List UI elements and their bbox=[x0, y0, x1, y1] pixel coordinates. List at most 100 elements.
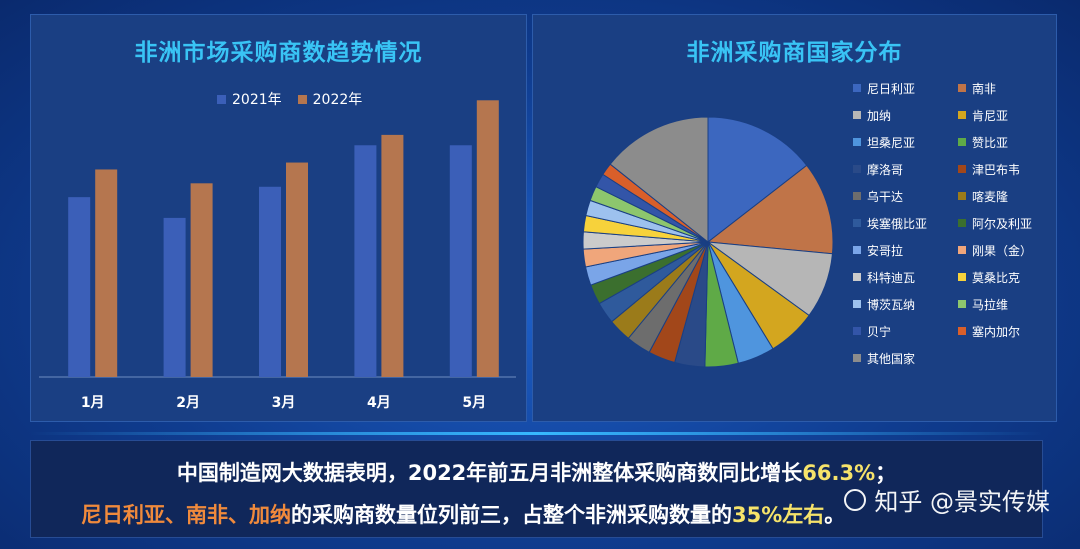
pie-legend-swatch bbox=[853, 165, 861, 173]
pie-legend-item: 莫桑比克 bbox=[958, 270, 1053, 285]
pie-legend-item: 马拉维 bbox=[958, 297, 1053, 312]
bar-2022-5 bbox=[476, 100, 499, 377]
pie-slice-1 bbox=[707, 116, 808, 244]
pie-chart-legend: 尼日利亚 南非加纳 肯尼亚坦桑尼亚 赞比亚摩洛哥 津巴布韦乌干达 喀麦隆埃塞俄比亚 阿尔及利… bbox=[853, 81, 1053, 366]
share-percentage: 35%左右 bbox=[732, 503, 825, 527]
bar-2021-5 bbox=[449, 145, 472, 377]
pie-legend-swatch bbox=[958, 138, 966, 146]
pie-legend-label: 安哥拉 bbox=[867, 243, 904, 258]
pie-legend-item: 喀麦隆 bbox=[958, 189, 1053, 204]
pie-legend-swatch bbox=[853, 84, 861, 92]
pie-legend-label: 赞比亚 bbox=[972, 135, 1009, 150]
pie-legend-swatch bbox=[958, 84, 966, 92]
pie-slice-2 bbox=[706, 164, 834, 255]
pie-legend-item: 其他国家 bbox=[853, 351, 958, 366]
legend-label-2021: 2021年 bbox=[232, 92, 282, 108]
bar-chart-panel: 非洲市场采购商数趋势情况 2021年 2022年 1月 2月 3月 4月 5月 bbox=[30, 14, 527, 422]
pie-legend-swatch bbox=[853, 300, 861, 308]
pie-legend-label: 肯尼亚 bbox=[972, 108, 1009, 123]
pie-legend-swatch bbox=[958, 273, 966, 281]
pie-legend-label: 喀麦隆 bbox=[972, 189, 1009, 204]
x-tick-label: 5月 bbox=[462, 395, 486, 411]
pie-legend-swatch bbox=[853, 246, 861, 254]
pie-legend-swatch bbox=[853, 327, 861, 335]
summary-line-1-text: 中国制造网大数据表明，2022年前五月非洲整体采购商数同比增长 bbox=[176, 461, 803, 485]
legend-item-2022: 2022年 bbox=[297, 89, 362, 109]
pie-legend-label: 莫桑比克 bbox=[972, 270, 1021, 285]
pie-legend-label: 乌干达 bbox=[867, 189, 904, 204]
pie-legend-label: 马拉维 bbox=[972, 297, 1009, 312]
pie-legend-swatch bbox=[853, 138, 861, 146]
pie-slice-21 bbox=[609, 116, 709, 244]
pie-chart-plot bbox=[582, 116, 834, 368]
pie-legend-item: 安哥拉 bbox=[853, 243, 958, 258]
bar-2021-4 bbox=[354, 145, 377, 377]
pie-legend-item: 津巴布韦 bbox=[958, 162, 1053, 177]
pie-legend-swatch bbox=[958, 165, 966, 173]
top-countries: 尼日利亚、南非、加纳 bbox=[81, 503, 291, 527]
bar-2022-2 bbox=[190, 183, 213, 377]
x-tick-label: 1月 bbox=[81, 395, 105, 411]
pie-legend-label: 埃塞俄比亚 bbox=[867, 216, 928, 231]
pie-legend-item: 刚果（金） bbox=[958, 243, 1053, 258]
pie-legend-item: 摩洛哥 bbox=[853, 162, 958, 177]
pie-legend-swatch bbox=[958, 192, 966, 200]
pie-legend-label: 博茨瓦纳 bbox=[867, 297, 916, 312]
pie-legend-item: 南非 bbox=[958, 81, 1053, 96]
pie-legend-label: 阿尔及利亚 bbox=[972, 216, 1033, 231]
x-tick-label: 2月 bbox=[176, 395, 200, 411]
bar-chart-plot: 1月 2月 3月 4月 5月 bbox=[39, 100, 516, 411]
pie-legend-label: 尼日利亚 bbox=[867, 81, 916, 96]
pie-legend-item: 贝宁 bbox=[853, 324, 958, 339]
bar-2022-4 bbox=[381, 134, 404, 377]
pie-legend-swatch bbox=[958, 246, 966, 254]
bar-2022-1 bbox=[95, 169, 118, 377]
x-tick-label: 4月 bbox=[367, 395, 391, 411]
summary-line-2-text: 的采购商数量位列前三，占整个非洲采购数量的 bbox=[291, 503, 732, 527]
pie-legend-item: 赞比亚 bbox=[958, 135, 1053, 150]
pie-legend-label: 刚果（金） bbox=[972, 243, 1033, 258]
bar-2021-1 bbox=[68, 197, 91, 377]
pie-legend-item: 科特迪瓦 bbox=[853, 270, 958, 285]
pie-legend-label: 南非 bbox=[972, 81, 997, 96]
pie-chart-panel: 非洲采购商国家分布 尼日利亚 南非加纳 肯尼亚坦桑尼亚 赞比亚摩洛哥 津巴布韦乌干达 喀麦… bbox=[532, 14, 1057, 422]
pie-legend-label: 加纳 bbox=[867, 108, 892, 123]
bar-chart-title: 非洲市场采购商数趋势情况 bbox=[134, 40, 423, 66]
summary-box: 中国制造网大数据表明，2022年前五月非洲整体采购商数同比增长66.3%； 尼日… bbox=[30, 440, 1043, 538]
pie-legend-swatch bbox=[853, 354, 861, 362]
pie-legend-swatch bbox=[958, 300, 966, 308]
bar-chart-legend: 2021年 2022年 bbox=[217, 89, 362, 109]
pie-legend-label: 摩洛哥 bbox=[867, 162, 904, 177]
pie-legend-swatch bbox=[853, 273, 861, 281]
pie-legend-item: 阿尔及利亚 bbox=[958, 216, 1053, 231]
pie-legend-item: 肯尼亚 bbox=[958, 108, 1053, 123]
pie-legend-swatch bbox=[853, 111, 861, 119]
legend-item-2021: 2021年 bbox=[217, 89, 282, 109]
pie-legend-label: 塞内加尔 bbox=[972, 324, 1021, 339]
pie-legend-item: 加纳 bbox=[853, 108, 958, 123]
pie-legend-swatch bbox=[958, 219, 966, 227]
pie-legend-label: 贝宁 bbox=[867, 324, 892, 339]
watermark-text: 知乎 @景实传媒 bbox=[874, 488, 1050, 516]
legend-swatch-2022 bbox=[297, 94, 307, 104]
pie-legend-label: 坦桑尼亚 bbox=[867, 135, 916, 150]
pie-legend-swatch bbox=[958, 111, 966, 119]
pie-chart-title: 非洲采购商国家分布 bbox=[686, 40, 903, 66]
bar-2021-3 bbox=[259, 186, 281, 377]
summary-line-1: 中国制造网大数据表明，2022年前五月非洲整体采购商数同比增长66.3%； bbox=[31, 457, 1042, 487]
pie-legend-label: 其他国家 bbox=[867, 351, 916, 366]
watermark: 知乎 @景实传媒 bbox=[844, 482, 1050, 517]
summary-line-2: 尼日利亚、南非、加纳的采购商数量位列前三，占整个非洲采购数量的35%左右。 bbox=[81, 499, 1041, 529]
legend-swatch-2021 bbox=[217, 94, 226, 104]
summary-line-1-end: ； bbox=[875, 461, 897, 485]
summary-line-2-end: 。 bbox=[824, 503, 846, 527]
growth-percentage: 66.3% bbox=[802, 461, 876, 485]
pie-legend-swatch bbox=[853, 192, 861, 200]
watermark-logo-icon bbox=[844, 488, 867, 511]
pie-legend-swatch bbox=[853, 219, 861, 227]
pie-legend-item: 埃塞俄比亚 bbox=[853, 216, 958, 231]
x-tick-label: 3月 bbox=[272, 395, 296, 411]
divider-glow bbox=[30, 432, 1043, 435]
pie-legend-item: 尼日利亚 bbox=[853, 81, 958, 96]
pie-legend-label: 科特迪瓦 bbox=[867, 270, 916, 285]
